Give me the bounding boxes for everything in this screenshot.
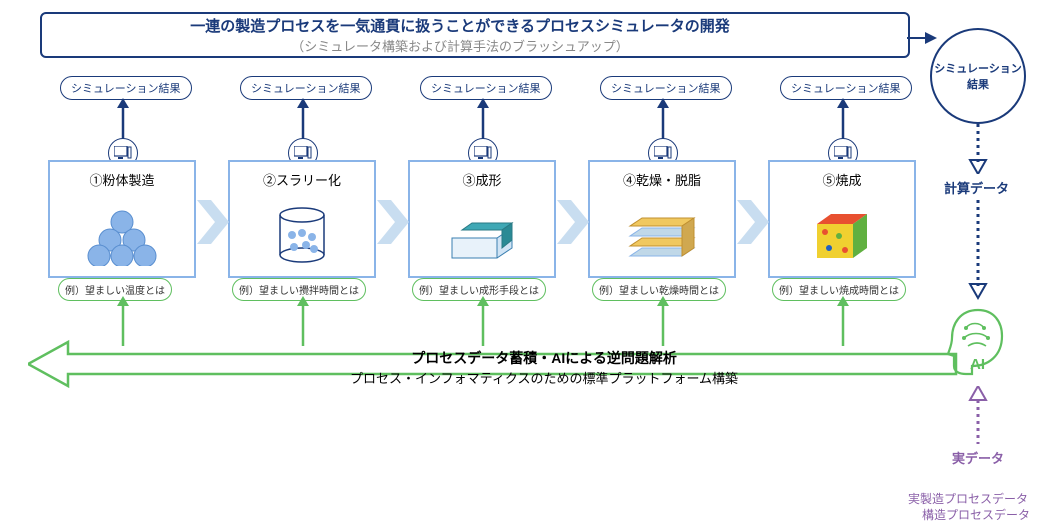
bottom-main: プロセスデータ蓄積・AIによる逆問題解析 — [350, 348, 738, 368]
real-proc-label: 実製造プロセスデータ — [908, 490, 1028, 507]
sim-circle-line1: シミュレーション — [934, 60, 1022, 76]
sim-circle-line2: 結果 — [967, 76, 989, 92]
process-box-2: ②スラリー化 — [228, 160, 376, 278]
dotted-down-2 — [966, 200, 990, 300]
up-arrow-3 — [476, 98, 490, 140]
purple-dotted-up — [966, 386, 990, 446]
layers-icon — [622, 208, 702, 263]
bottom-text: プロセスデータ蓄積・AIによる逆問題解析 プロセス・インフォマティクスのための標… — [350, 348, 738, 387]
sim-result-pill-5: シミュレーション結果 — [780, 76, 912, 100]
top-title: 一連の製造プロセスを一気通貫に扱うことができるプロセスシミュレータの開発 — [190, 15, 729, 36]
process-box-4: ④乾燥・脱脂 — [588, 160, 736, 278]
process-illus-2 — [230, 195, 374, 276]
process-title-1: ①粉体製造 — [89, 170, 154, 189]
sim-result-pill-2: シミュレーション結果 — [240, 76, 372, 100]
process-box-3: ③成形 — [408, 160, 556, 278]
dotted-down-1 — [966, 124, 990, 174]
block-icon — [442, 208, 522, 263]
up-arrow-1 — [116, 98, 130, 140]
process-title-2: ②スラリー化 — [263, 170, 341, 189]
chevron-3 — [557, 200, 589, 244]
monitor-icon — [834, 146, 852, 160]
up-arrow-5 — [836, 98, 850, 140]
process-title-5: ⑤焼成 — [822, 170, 861, 189]
ai-label: AI — [970, 356, 985, 373]
simulation-result-circle: シミュレーション 結果 — [930, 28, 1026, 124]
bottom-sub: プロセス・インフォマティクスのための標準プラットフォーム構築 — [350, 368, 738, 387]
sim-result-pill-1: シミュレーション結果 — [60, 76, 192, 100]
example-pill-1: 例）望ましい温度とは — [58, 278, 172, 301]
monitor-icon — [474, 146, 492, 160]
process-illus-5 — [770, 195, 914, 276]
chevron-2 — [377, 200, 409, 244]
sim-result-pill-4: シミュレーション結果 — [600, 76, 732, 100]
up-arrow-2 — [296, 98, 310, 140]
chevron-1 — [197, 200, 229, 244]
process-box-1: ①粉体製造 — [48, 160, 196, 278]
process-title-4: ④乾燥・脱脂 — [623, 170, 701, 189]
cylinder-icon — [272, 205, 332, 267]
process-box-5: ⑤焼成 — [768, 160, 916, 278]
process-illus-3 — [410, 195, 554, 276]
top-subtitle: （シミュレータ構築および計算手法のブラッシュアップ） — [291, 36, 628, 55]
top-banner: 一連の製造プロセスを一気通貫に扱うことができるプロセスシミュレータの開発 （シミ… — [40, 12, 910, 58]
monitor-icon — [294, 146, 312, 160]
banner-arrow — [907, 28, 937, 48]
monitor-icon — [654, 146, 672, 160]
real-data-label: 実データ — [952, 448, 1004, 467]
process-illus-1 — [50, 195, 194, 276]
sim-result-pill-3: シミュレーション結果 — [420, 76, 552, 100]
calc-data-label: 計算データ — [944, 178, 1009, 197]
up-arrow-4 — [656, 98, 670, 140]
monitor-icon — [114, 146, 132, 160]
spheres-icon — [87, 206, 157, 266]
heatcube-icon — [809, 206, 875, 266]
chevron-4 — [737, 200, 769, 244]
process-illus-4 — [590, 195, 734, 276]
process-title-3: ③成形 — [462, 170, 501, 189]
struct-proc-label: 構造プロセスデータ — [922, 506, 1030, 523]
